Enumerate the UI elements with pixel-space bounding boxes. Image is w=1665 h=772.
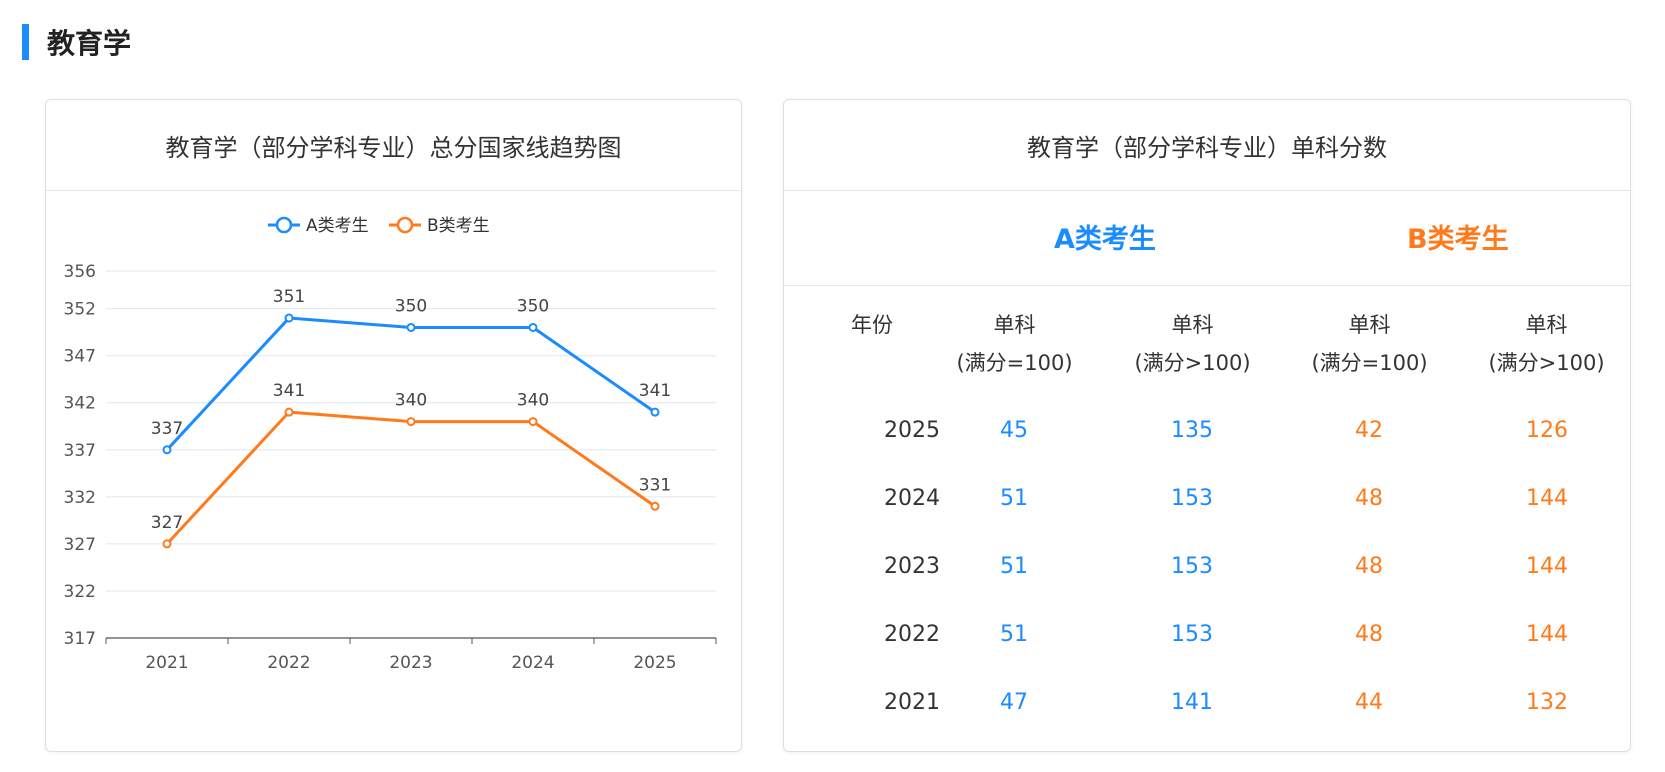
trend-line-chart: 317 322 327 332 337 342 347 352 356 2021 2022 2023 2…	[64, 216, 717, 673]
data-point	[162, 539, 172, 549]
type-b-label: B类考生	[1407, 224, 1509, 255]
y-tick-label: 342	[64, 394, 96, 414]
data-point	[650, 407, 660, 417]
legend-label: B类考生	[427, 216, 490, 236]
cell-b-100: 48	[1355, 554, 1383, 579]
data-point	[284, 407, 294, 417]
cell-a-gt100: 135	[1171, 418, 1213, 443]
table-body: 2025 45 135 42 126 2024 51 153 48 144 20…	[784, 396, 1630, 736]
cell-b-100: 44	[1355, 690, 1383, 715]
header-a-single-100: 单科 (满分=100)	[956, 313, 1073, 375]
header-b-single-gt100: 单科 (满分>100)	[1488, 313, 1605, 375]
y-tick-label: 327	[64, 535, 96, 555]
cell-year: 2024	[884, 486, 940, 511]
data-point	[528, 417, 538, 427]
data-label: 350	[517, 296, 549, 316]
data-label: 350	[395, 296, 427, 316]
legend-label: A类考生	[306, 216, 369, 236]
legend-marker	[275, 216, 293, 234]
data-point	[162, 445, 172, 455]
table-row: 2025 45 135 42 126	[784, 396, 1630, 464]
x-tick-label: 2023	[389, 653, 432, 673]
trend-chart-card: 教育学（部分学科专业）总分国家线趋势图 317 322 327 332 337 342 34…	[45, 99, 742, 752]
cell-b-100: 48	[1355, 486, 1383, 511]
cell-a-100: 47	[1000, 690, 1028, 715]
x-tick-label: 2025	[633, 653, 676, 673]
table-row: 2024 51 153 48 144	[784, 464, 1630, 532]
x-tick-label: 2021	[145, 653, 188, 673]
cell-year: 2025	[884, 418, 940, 443]
y-tick-label: 347	[64, 347, 96, 367]
table-header-row: 年份 单科 (满分=100) 单科 (满分>100) 单科 (满分=100) 单…	[784, 286, 1630, 396]
cell-a-100: 45	[1000, 418, 1028, 443]
type-a-label: A类考生	[1054, 224, 1156, 255]
section-title: 教育学	[47, 27, 132, 60]
table-row: 2022 51 153 48 144	[784, 600, 1630, 668]
series-line	[165, 316, 656, 451]
cell-a-100: 51	[1000, 622, 1028, 647]
cell-b-gt100: 144	[1526, 554, 1568, 579]
header-b-single-100: 单科 (满分=100)	[1311, 313, 1428, 375]
y-tick-label: 317	[64, 629, 96, 649]
cell-a-gt100: 141	[1171, 690, 1213, 715]
header-a-single-gt100: 单科 (满分>100)	[1134, 313, 1251, 375]
data-point	[406, 322, 416, 332]
table-row: 2021 47 141 44 132	[784, 668, 1630, 736]
y-tick-label: 352	[64, 300, 96, 320]
chart-card-title: 教育学（部分学科专业）总分国家线趋势图	[46, 100, 741, 191]
cell-b-gt100: 132	[1526, 690, 1568, 715]
data-label: 340	[517, 391, 549, 411]
cell-year: 2021	[884, 690, 940, 715]
data-label: 351	[273, 287, 305, 307]
cell-b-100: 48	[1355, 622, 1383, 647]
data-point	[528, 322, 538, 332]
cell-b-gt100: 144	[1526, 622, 1568, 647]
single-subject-card: 教育学（部分学科专业）单科分数 A类考生 B类考生 年份 单科 (满分=100)…	[783, 99, 1631, 752]
data-label: 340	[395, 391, 427, 411]
data-label: 341	[639, 381, 671, 401]
table-card-title: 教育学（部分学科专业）单科分数	[784, 100, 1630, 191]
y-tick-label: 322	[64, 582, 96, 602]
cell-b-gt100: 144	[1526, 486, 1568, 511]
data-point	[650, 501, 660, 511]
cell-b-gt100: 126	[1526, 418, 1568, 443]
y-tick-label: 356	[64, 262, 96, 282]
data-label: 327	[151, 513, 183, 533]
cell-a-gt100: 153	[1171, 554, 1213, 579]
legend-marker	[396, 216, 414, 234]
cell-b-100: 42	[1355, 418, 1383, 443]
series-line	[165, 410, 656, 545]
cell-year: 2022	[884, 622, 940, 647]
cell-a-100: 51	[1000, 554, 1028, 579]
cell-a-100: 51	[1000, 486, 1028, 511]
cell-a-gt100: 153	[1171, 486, 1213, 511]
data-label: 337	[151, 419, 183, 439]
data-label: 331	[639, 475, 671, 495]
cell-a-gt100: 153	[1171, 622, 1213, 647]
section-header: 教育学	[22, 22, 131, 62]
y-tick-label: 337	[64, 441, 96, 461]
x-tick-label: 2024	[511, 653, 554, 673]
y-tick-label: 332	[64, 488, 96, 508]
data-point	[284, 313, 294, 323]
x-tick-label: 2022	[267, 653, 310, 673]
section-accent-bar	[22, 24, 29, 60]
data-point	[406, 417, 416, 427]
cell-year: 2023	[884, 554, 940, 579]
header-year: 年份	[851, 313, 893, 337]
table-row: 2023 51 153 48 144	[784, 532, 1630, 600]
data-label: 341	[273, 381, 305, 401]
candidate-type-row: A类考生 B类考生	[784, 191, 1630, 286]
